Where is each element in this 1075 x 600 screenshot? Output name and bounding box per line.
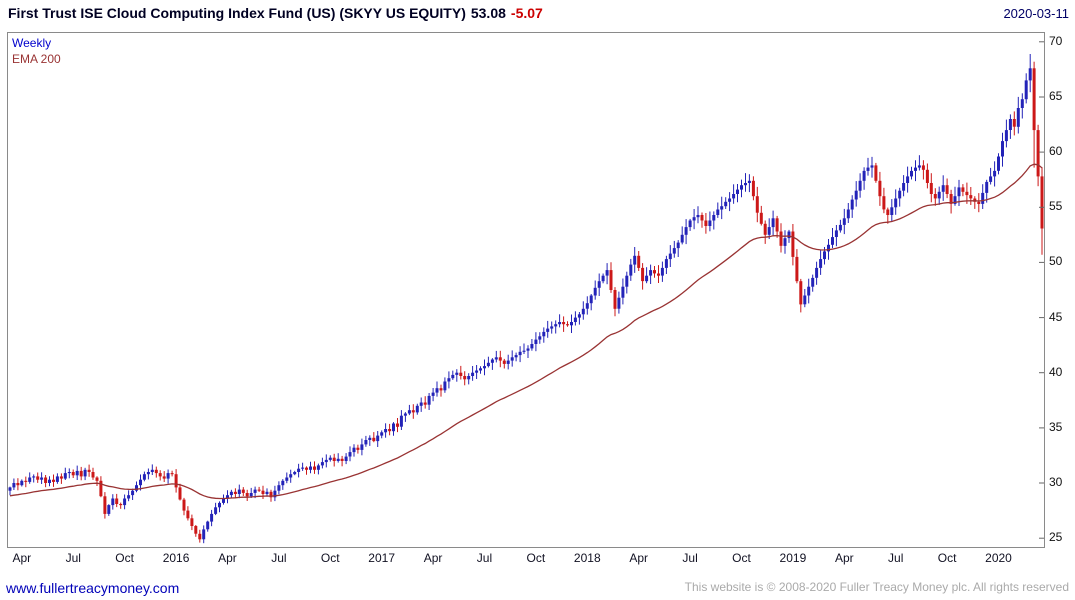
y-tick-label: 30 [1049, 475, 1063, 490]
y-tick-label: 50 [1049, 254, 1063, 269]
x-tick-label: Jul [888, 551, 904, 565]
x-tick-label: Jul [476, 551, 493, 565]
chart-date: 2020-03-11 [1003, 6, 1069, 21]
y-tick-label: 25 [1049, 530, 1063, 545]
legend-weekly-label: Weekly [12, 36, 52, 50]
x-tick-label: Oct [115, 551, 134, 565]
y-tick-label: 70 [1049, 33, 1063, 48]
x-tick-label: 2020 [985, 551, 1012, 565]
y-tick-label: 55 [1049, 199, 1063, 214]
x-tick-label: 2018 [573, 551, 601, 565]
x-tick-label: Oct [320, 551, 340, 565]
price-change: -5.07 [510, 5, 543, 21]
x-tick-label: Apr [834, 551, 854, 565]
x-tick-label: Apr [12, 551, 32, 565]
x-tick-label: Apr [423, 551, 443, 565]
title-bar: First Trust ISE Cloud Computing Index Fu… [8, 5, 1069, 21]
x-tick-label: Apr [218, 551, 237, 565]
x-tick-label: Oct [732, 551, 751, 565]
y-tick-label: 35 [1049, 419, 1063, 434]
y-tick-label: 60 [1049, 144, 1063, 159]
x-tick-label: 2016 [162, 551, 190, 565]
instrument-name: First Trust ISE Cloud Computing Index Fu… [8, 5, 466, 21]
plot-area: Weekly EMA 200 [7, 32, 1045, 548]
x-tick-label: Oct [526, 551, 546, 565]
website-link[interactable]: www.fullertreacymoney.com [6, 580, 180, 596]
last-price: 53.08 [470, 5, 506, 21]
chart-title: First Trust ISE Cloud Computing Index Fu… [8, 5, 543, 21]
chart-legend: Weekly EMA 200 [12, 35, 61, 67]
x-tick-label: Jul [65, 551, 81, 565]
y-tick-label: 40 [1049, 364, 1063, 379]
x-tick-label: 2019 [779, 551, 807, 565]
legend-ema-label: EMA 200 [12, 52, 61, 66]
x-tick-label: Jul [682, 551, 698, 565]
y-tick-label: 45 [1049, 309, 1063, 324]
x-tick-label: Apr [629, 551, 649, 565]
copyright-text: This website is © 2008-2020 Fuller Treac… [684, 580, 1069, 594]
y-tick-label: 65 [1049, 88, 1063, 103]
x-tick-label: Jul [271, 551, 287, 565]
x-tick-label: Oct [937, 551, 957, 565]
price-chart-svg [8, 41, 1044, 544]
x-tick-label: 2017 [368, 551, 396, 565]
